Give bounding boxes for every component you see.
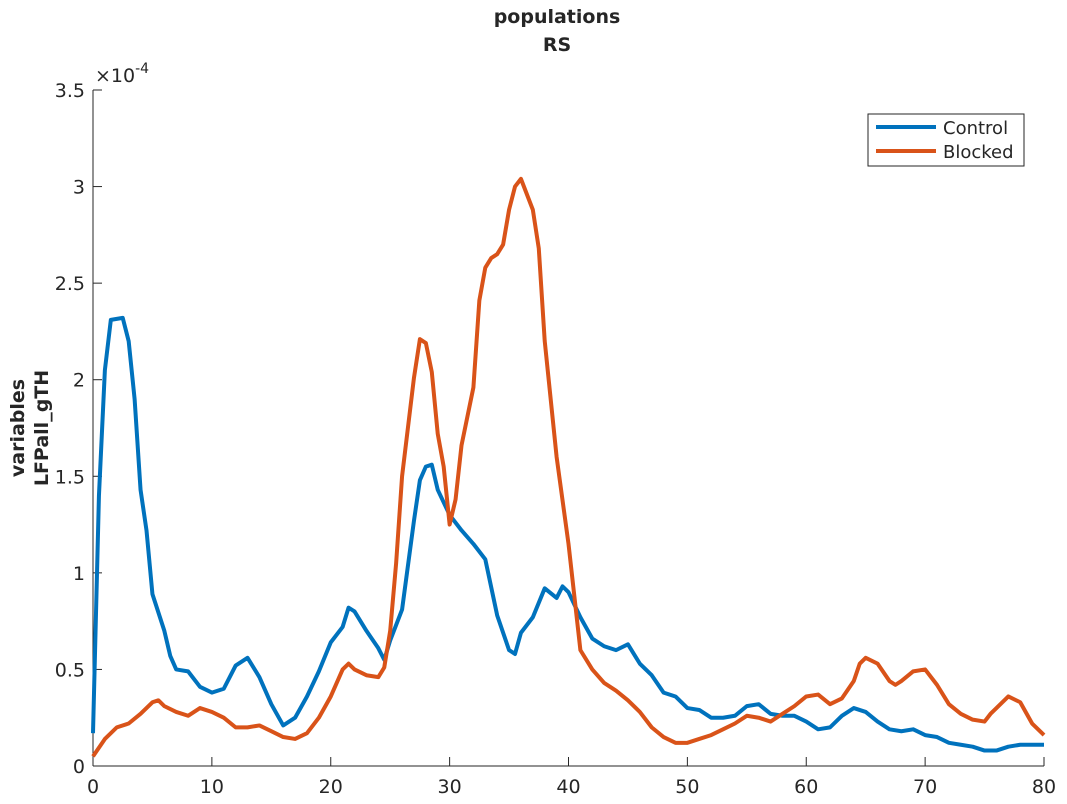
legend-box	[867, 113, 1025, 167]
data-line	[91, 315, 1044, 753]
y-multiplier: ×10-4	[95, 61, 149, 87]
y-tick-label: 3	[73, 177, 85, 199]
x-tick-label: 60	[794, 776, 818, 798]
y-tick-label: 2.5	[55, 273, 85, 295]
y-axis-label: variables	[7, 379, 29, 477]
y-multiplier-base: ×10	[95, 65, 135, 87]
y-axis-label: LFPall_gTH	[31, 370, 53, 486]
legend-label: Blocked	[943, 142, 1014, 163]
y-tick-label: 0.5	[55, 659, 85, 681]
x-tick-label: 0	[87, 776, 99, 798]
x-tick-label: 70	[913, 776, 937, 798]
chart-subtitle: RS	[543, 34, 571, 56]
x-tick-label: 30	[438, 776, 462, 798]
legend-label: Control	[943, 118, 1008, 139]
y-tick-label: 0	[73, 756, 85, 778]
x-tick-label: 50	[675, 776, 699, 798]
x-tick-label: 20	[319, 776, 343, 798]
y-tick-label: 2	[73, 370, 85, 392]
y-tick-label: 1.5	[55, 466, 85, 488]
y-tick-label: 3.5	[55, 80, 85, 102]
y-multiplier-exponent: -4	[135, 61, 149, 77]
x-tick-label: 80	[1032, 776, 1056, 798]
chart-title: populations	[494, 6, 621, 28]
y-tick-label: 1	[73, 563, 85, 585]
x-tick-label: 10	[200, 776, 224, 798]
x-tick-label: 40	[556, 776, 580, 798]
data-line	[91, 176, 1046, 758]
